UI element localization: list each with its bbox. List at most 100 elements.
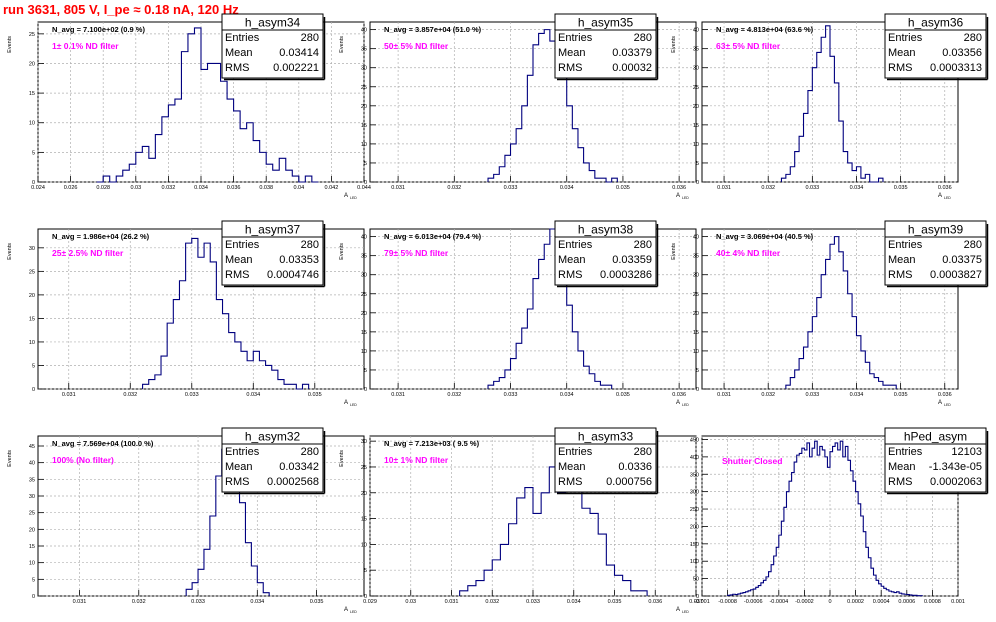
y-tick-label: 5 [696,161,699,167]
stat-label-entries: Entries [888,239,923,251]
histogram-bin [821,275,825,389]
stat-value-mean: 0.03414 [279,47,319,59]
histogram-bin [730,595,733,596]
stat-label-mean: Mean [225,461,253,473]
stat-label-rms: RMS [558,476,582,488]
histogram-bin [748,591,751,596]
histogram-bin [606,385,612,389]
histogram-bin [129,164,136,182]
histogram-bin [868,558,871,596]
y-tick-label: 15 [693,330,699,336]
y-tick-label: 400 [690,455,699,461]
navg-label: N_avg = 4.813e+04 (63.6 %) [716,25,814,34]
stats-box [884,13,987,79]
histogram-bin [812,448,815,596]
histogram-bin [216,300,222,389]
histogram-bin [833,446,836,596]
histogram-bin [879,178,883,182]
x-tick-label: 0.033 [805,392,819,398]
histogram-bin [771,565,774,596]
stat-label-entries: Entries [888,32,923,44]
histogram-bin [149,380,155,389]
stat-label-entries: Entries [558,446,593,458]
histogram-bin [792,473,795,596]
histogram-bin [305,176,312,182]
filter-label: 63± 5% ND filter [716,41,781,51]
histogram-bin [505,370,511,389]
y-tick-label: 30 [361,273,367,279]
histogram-bin [897,592,900,596]
histogram-bin [544,244,550,389]
x-tick-label: -0.0008 [718,599,737,605]
histogram-panel-h_asym37: 0.031 0.032 0.033 0.034 0.035 0 5 10 15 20 25 30 Eve… [7,220,365,407]
histogram-bin [162,117,169,182]
histogram-bin [476,581,484,596]
x-tick-label: 0.034 [560,392,574,398]
y-tick-label: 350 [690,472,699,478]
histogram-bin [746,592,749,596]
y-tick-label: 35 [29,477,35,483]
stat-label-entries: Entries [225,32,260,44]
stat-value-entries: 280 [634,446,652,458]
x-tick-label: 0.032 [485,599,499,605]
histogram-bin [912,595,915,596]
histogram-bin [810,457,813,596]
histogram-bin [865,174,869,182]
x-tick-label: 0.0002 [847,599,864,605]
x-tick-label: 0.029 [363,599,377,605]
histogram-bin [876,580,879,596]
y-tick-label: 25 [361,85,367,91]
histogram-bin [808,91,812,182]
histogram-bin [779,535,782,596]
histogram-bin [769,572,772,596]
x-tick-label: 0.031 [62,392,76,398]
x-tick-label: 0.034 [250,599,264,605]
x-tick-label: 0.037 [689,599,703,605]
stat-label-mean: Mean [558,461,586,473]
x-tick-label: 0.031 [73,599,87,605]
y-axis-label: Events [339,450,345,467]
histogram-bin [240,503,246,596]
stat-label-rms: RMS [225,476,249,488]
histogram-name: h_asym32 [245,430,301,444]
histogram-bin [567,305,573,389]
histogram-bin [484,570,492,596]
histogram-bin [790,378,794,389]
histogram-bin [856,167,860,182]
histogram-bin [853,481,856,596]
histogram-line [487,228,613,389]
x-tick-label: 0.035 [310,599,324,605]
x-tick-label: 0.042 [325,185,339,191]
histogram-bin [181,52,188,182]
histogram-bin [786,174,790,182]
histogram-name: h_asym34 [245,16,301,30]
y-tick-label: 15 [29,91,35,97]
histogram-bin [247,123,254,182]
histogram-bin [123,170,130,182]
y-tick-label: 25 [693,292,699,298]
histogram-bin [539,33,545,182]
histogram-bin [221,81,228,182]
histogram-bin [266,365,272,389]
histogram-bin [874,575,877,596]
histogram-bin [257,583,263,596]
histogram-bin [198,257,204,389]
histogram-bin [509,524,517,596]
y-tick-label: 15 [29,316,35,322]
histogram-bin [892,385,896,389]
y-tick-label: 300 [690,490,699,496]
histogram-bin [812,68,816,182]
y-tick-label: 30 [361,439,367,445]
histogram-bin [600,178,606,182]
y-tick-label: 15 [29,544,35,550]
y-tick-label: 200 [690,524,699,530]
x-tick-label: 0.032 [132,599,146,605]
histogram-bin [204,243,210,389]
stats-box [221,220,324,286]
histogram-bin [578,148,584,182]
x-tick-label: 0.034 [850,392,864,398]
histogram-bin [835,443,838,596]
histogram-bin [889,591,892,596]
x-tick-label: -0.0002 [795,599,814,605]
histogram-bin [208,63,215,182]
